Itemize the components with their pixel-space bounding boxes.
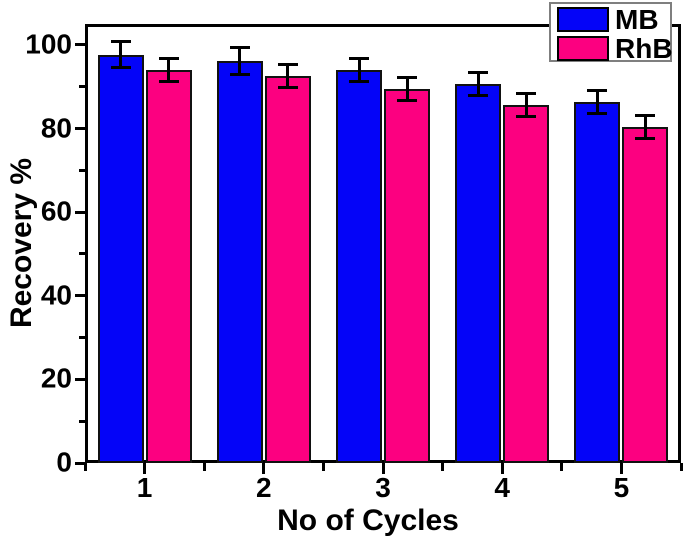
error-bar-cap-bottom bbox=[110, 65, 131, 69]
x-axis-title: No of Cycles bbox=[277, 504, 459, 537]
error-bar-line bbox=[643, 115, 647, 139]
x-major-tick bbox=[619, 463, 623, 474]
y-major-tick bbox=[75, 210, 85, 214]
x-tick-label: 4 bbox=[494, 472, 510, 503]
x-major-tick bbox=[143, 463, 147, 474]
error-bar-cap-bottom bbox=[468, 93, 489, 97]
x-tick-label: 3 bbox=[375, 472, 391, 503]
bar-rhb-cycle-1 bbox=[145, 69, 192, 463]
error-bar-cap-top bbox=[587, 88, 608, 92]
x-major-tick bbox=[262, 463, 266, 474]
y-minor-tick bbox=[79, 336, 85, 340]
legend-label-mb: MB bbox=[615, 4, 659, 35]
y-tick-label: 0 bbox=[56, 446, 72, 478]
legend: MB RhB bbox=[549, 2, 673, 64]
y-tick-label: 20 bbox=[40, 362, 72, 394]
error-bar-cap-bottom bbox=[635, 136, 656, 140]
y-major-tick bbox=[75, 377, 85, 381]
error-bar-line bbox=[357, 58, 361, 82]
error-bar-line bbox=[595, 90, 599, 114]
error-bar-cap-bottom bbox=[277, 85, 298, 89]
error-bar-line bbox=[167, 58, 171, 82]
error-bar-line bbox=[286, 64, 290, 88]
y-tick-label: 80 bbox=[40, 111, 72, 143]
x-major-tick bbox=[381, 463, 385, 474]
error-bar-line bbox=[476, 72, 480, 96]
bar-mb-cycle-1 bbox=[97, 54, 144, 463]
error-bar-cap-top bbox=[516, 92, 537, 96]
bar-rhb-cycle-3 bbox=[384, 88, 430, 463]
legend-label-rhb: RhB bbox=[615, 33, 673, 64]
bar-mb-cycle-2 bbox=[216, 60, 263, 463]
x-minor-tick bbox=[83, 463, 87, 471]
x-major-tick bbox=[500, 463, 504, 474]
y-major-tick bbox=[75, 294, 85, 298]
error-bar-line bbox=[238, 47, 242, 75]
error-bar-cap-bottom bbox=[229, 72, 250, 76]
bar-mb-cycle-3 bbox=[336, 69, 382, 463]
error-bar-line bbox=[119, 41, 123, 68]
bar-mb-cycle-4 bbox=[455, 84, 502, 463]
bar-rhb-cycle-2 bbox=[264, 75, 311, 463]
x-minor-tick bbox=[202, 463, 206, 471]
legend-swatch-mb bbox=[557, 7, 609, 32]
error-bar-cap-top bbox=[635, 114, 656, 118]
y-tick-label: 40 bbox=[40, 279, 72, 311]
error-bar-cap-top bbox=[110, 40, 131, 44]
error-bar-cap-bottom bbox=[587, 112, 608, 116]
y-minor-tick bbox=[79, 419, 85, 423]
error-bar-cap-top bbox=[158, 56, 179, 60]
error-bar-cap-bottom bbox=[349, 80, 369, 84]
legend-swatch-rhb bbox=[557, 36, 609, 61]
y-minor-tick bbox=[79, 85, 85, 89]
error-bar-cap-top bbox=[229, 45, 250, 49]
x-minor-tick bbox=[441, 463, 445, 471]
error-bar-cap-bottom bbox=[516, 114, 537, 118]
x-tick-label: 1 bbox=[136, 472, 153, 503]
error-bar-cap-top bbox=[277, 63, 298, 67]
y-minor-tick bbox=[79, 168, 85, 172]
y-axis-title: Recovery % bbox=[5, 157, 38, 329]
bar-rhb-cycle-4 bbox=[503, 105, 550, 463]
error-bar-cap-bottom bbox=[397, 99, 417, 102]
error-bar-cap-bottom bbox=[158, 80, 179, 84]
error-bar-cap-top bbox=[397, 75, 417, 79]
x-tick-label: 5 bbox=[613, 472, 630, 503]
plot-frame bbox=[85, 24, 681, 463]
x-tick-label: 2 bbox=[256, 472, 272, 503]
y-major-tick bbox=[75, 43, 85, 47]
x-minor-tick bbox=[560, 463, 564, 471]
y-major-tick bbox=[75, 127, 85, 131]
x-minor-tick bbox=[321, 463, 325, 471]
error-bar-cap-top bbox=[349, 56, 369, 60]
error-bar-line bbox=[405, 77, 409, 101]
error-bar-line bbox=[524, 93, 528, 117]
y-tick-label: 60 bbox=[40, 195, 72, 227]
bar-mb-cycle-5 bbox=[574, 102, 621, 463]
y-major-tick bbox=[75, 461, 85, 465]
error-bar-cap-top bbox=[468, 71, 489, 75]
y-minor-tick bbox=[79, 252, 85, 256]
x-minor-tick bbox=[679, 463, 683, 471]
y-tick-label: 100 bbox=[25, 28, 72, 60]
bar-rhb-cycle-5 bbox=[622, 126, 669, 463]
